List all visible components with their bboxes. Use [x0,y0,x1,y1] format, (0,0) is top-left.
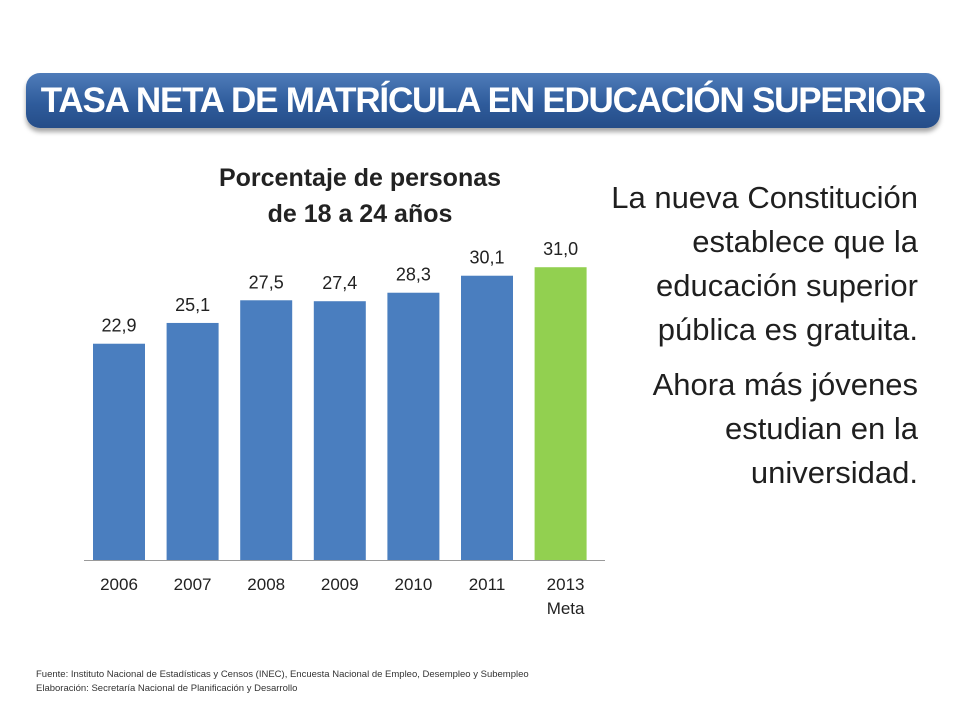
chart-title-line-1: Porcentaje de personas [218,164,502,192]
data-label-2007: 25,1 [175,295,210,315]
bar-2013 [534,267,587,560]
data-label-2006: 22,9 [101,316,136,336]
tick-label-2007: 2007 [174,575,212,594]
bar-2011 [461,275,513,560]
chart-title-line-2: de 18 a 24 años [267,200,453,228]
data-label-2013: 31,0 [543,239,578,259]
bar-2008 [240,300,293,560]
tick-label-2013: 2013 [547,575,585,594]
bar-2009 [313,301,366,560]
bar-2006 [93,343,145,560]
side-text: La nueva Constitución establece que la e… [600,176,918,495]
tick-label-2011: 2011 [469,575,506,594]
tick-label-meta: Meta [547,599,585,618]
data-label-2010: 28,3 [396,265,431,285]
tick-label-2010: 2010 [394,575,432,594]
footnote-source: Fuente: Instituto Nacional de Estadístic… [36,669,529,680]
side-paragraph-students: Ahora más jóvenes estudian en la univers… [652,367,918,490]
footnote-elaboration: Elaboración: Secretaría Nacional de Plan… [36,683,298,694]
tick-label-2008: 2008 [247,575,285,594]
data-label-2009: 27,4 [322,273,357,293]
side-paragraph-constitution: La nueva Constitución establece que la e… [611,180,918,347]
chart-title: Porcentaje de personas de 18 a 24 años [150,160,570,232]
data-label-2008: 27,5 [249,272,284,292]
tick-label-2009: 2009 [321,575,359,594]
bar-2007 [166,322,219,560]
title-banner: TASA NETA DE MATRÍCULA EN EDUCACIÓN SUPE… [26,73,940,128]
footnote: Fuente: Instituto Nacional de Estadístic… [36,668,636,696]
page-title: TASA NETA DE MATRÍCULA EN EDUCACIÓN SUPE… [40,81,927,120]
bar-2010 [387,292,440,560]
data-label-2011: 30,1 [469,248,504,268]
tick-label-2006: 2006 [100,575,138,594]
